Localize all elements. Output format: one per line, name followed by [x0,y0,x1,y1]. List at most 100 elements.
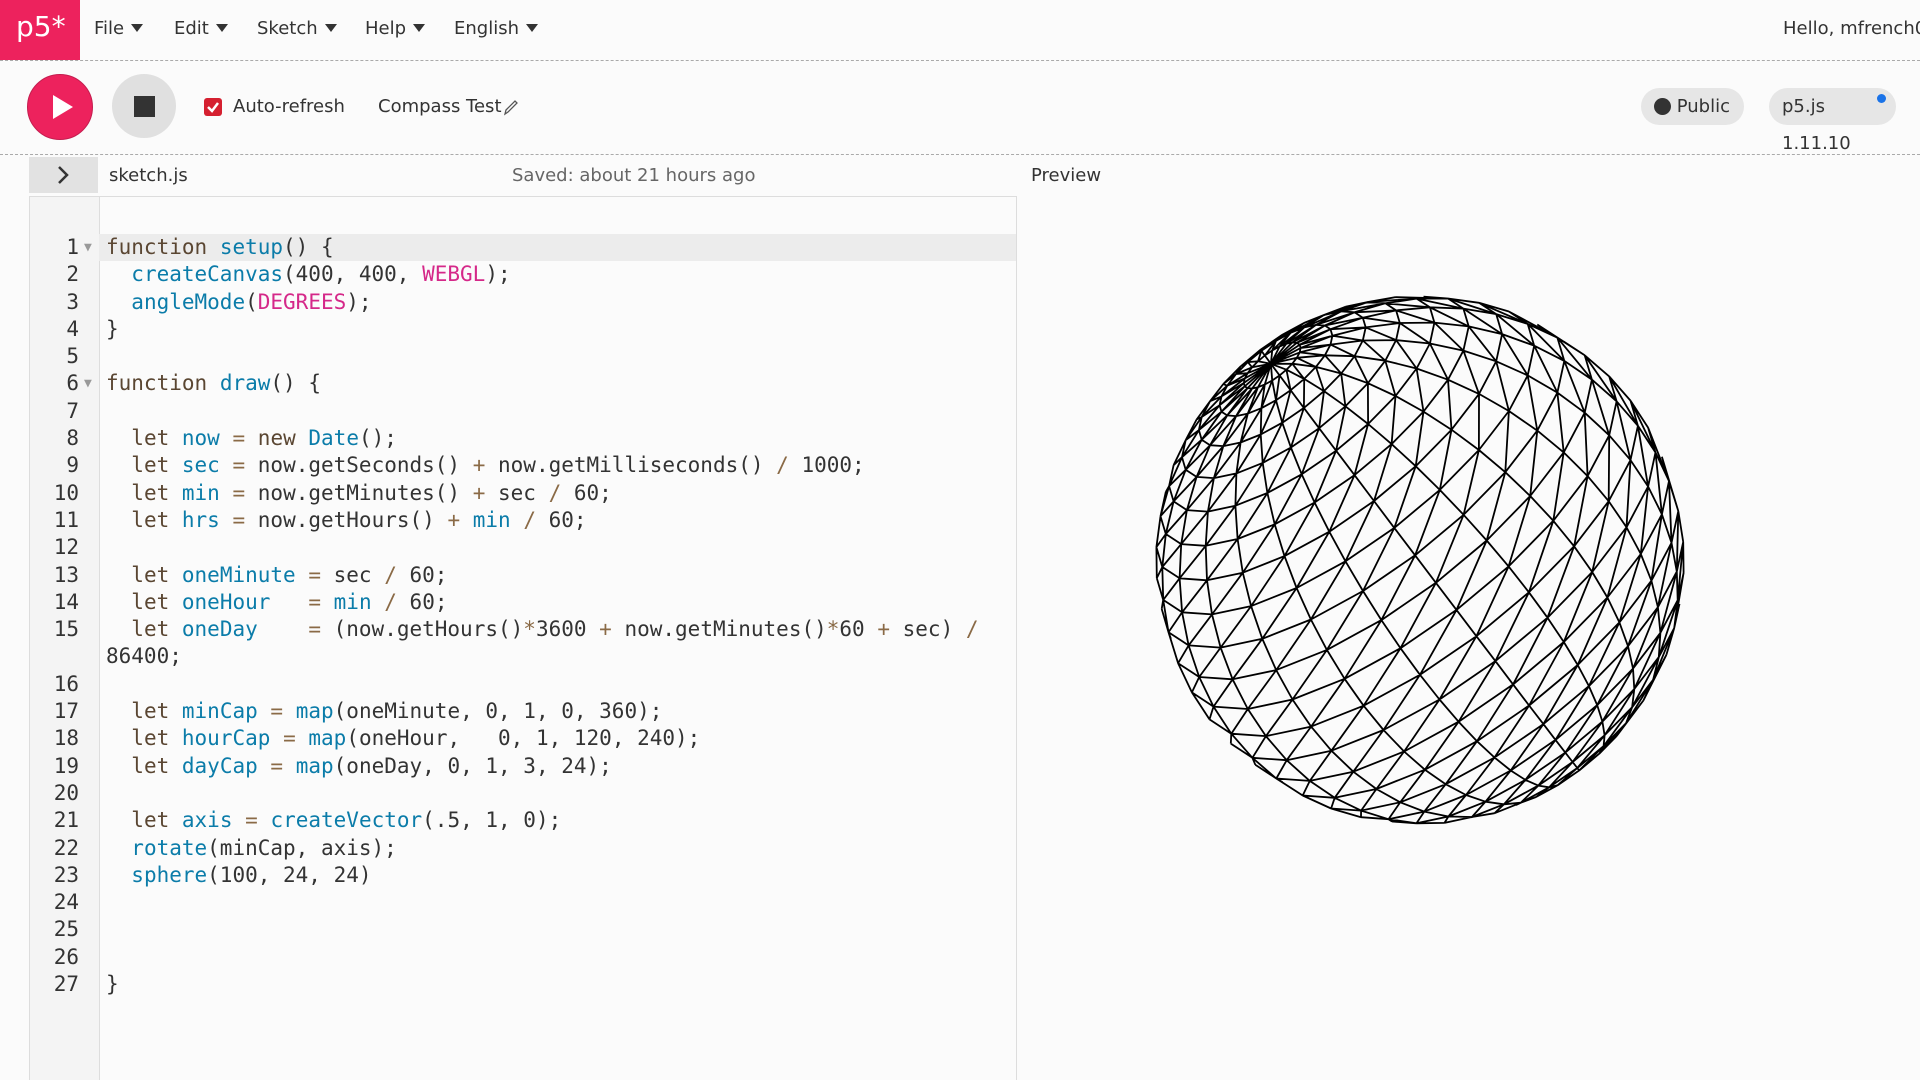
greeting[interactable]: Hello, mfrench0 [1783,18,1920,39]
code-line: 13 let oneMinute = sec / 60; [54,562,1017,589]
line-number: 22 [53,835,79,860]
code-token: axis [181,808,233,833]
code-token: = [245,808,258,833]
sketch-name[interactable]: Compass Test [378,96,502,117]
code-token: hrs [181,507,220,532]
line-number: 16 [53,671,79,696]
code-token [270,726,283,750]
code-token: = [283,726,296,751]
code-token: new [257,426,296,451]
line-text: angleMode(DEGREES); [106,289,1006,316]
code-token [169,563,182,587]
code-token: = [270,753,284,778]
stop-button[interactable] [112,74,176,138]
menu-item[interactable]: Edit [174,18,228,39]
line-text: } [106,316,1006,343]
menu-item[interactable]: File [94,18,143,39]
code-token: minCap [181,699,258,724]
line-number: 1 [66,235,79,259]
divider [0,154,1920,155]
file-name[interactable]: sketch.js [109,165,188,186]
code-token: sphere [131,862,208,887]
code-line: 8 let now = new Date(); [66,425,1017,452]
code-line: 24 [54,889,1017,916]
code-token: (minCap, axis); [207,835,397,860]
code-token [106,590,131,614]
line-number: 26 [53,944,79,969]
code-token: = [308,589,321,614]
menu-item[interactable]: Help [365,18,425,39]
code-token: = [232,507,246,532]
code-token [169,453,182,477]
code-line: 14 let oneHour = min / 60; [54,589,1017,616]
line-number: 23 [53,862,79,887]
code-token: oneMinute [181,562,296,587]
globe-icon [1654,98,1671,115]
code-token [106,426,131,450]
line-number: 13 [53,562,79,587]
line-number: 6 [66,371,79,396]
code-line: 23 sphere(100, 24, 24) [54,862,1017,889]
code-token [296,426,309,450]
code-token [106,617,131,641]
code-token: WEBGL [422,262,486,287]
line-text: let sec = now.getSeconds() + now.getMill… [106,452,1006,479]
code-token: oneHour [181,589,271,614]
code-token: function [106,371,208,396]
menu-item[interactable]: English [454,18,538,39]
code-token: + [472,453,486,478]
code-line: 18 let hourCap = map(oneHour, 0, 1, 120,… [54,725,1017,752]
line-number: 27 [53,972,79,997]
code-token: setup [219,235,284,259]
code-token: 60; [396,562,448,587]
code-token: now.getHours() [245,507,448,532]
edit-icon[interactable] [503,98,519,116]
play-button[interactable] [27,74,93,140]
line-number: 14 [53,589,79,614]
version-pill[interactable]: p5.js 1.11.10 [1769,88,1896,154]
menu-item[interactable]: Sketch [257,18,337,39]
line-number: 8 [66,426,79,451]
code-line: 3 angleMode(DEGREES); [66,289,1017,316]
code-token: (400, 400, [283,262,423,287]
line-number: 20 [53,780,79,805]
editor[interactable] [29,196,1017,1080]
code-token: DEGREES [257,289,347,314]
code-token: ); [346,289,372,314]
code-token [169,808,182,832]
line-text: let oneDay = (now.getHours()*3600 + now.… [106,616,1006,671]
save-status: Saved: about 21 hours ago [512,165,756,186]
code-token [270,590,308,614]
code-token: + [877,617,890,642]
code-token: / [548,480,562,505]
visibility-pill[interactable]: Public [1641,88,1744,125]
logo[interactable]: p5* [0,0,80,60]
code-token: 60 [839,617,878,642]
code-token [296,726,309,750]
code-token: / [776,453,789,478]
code-token: 86400; [106,617,992,669]
code-token [106,262,131,286]
code-token: ); [485,262,511,287]
code-token: oneDay [181,617,258,642]
line-number: 21 [53,808,79,833]
code-token [106,808,131,832]
code-token: sec [321,562,385,587]
code-token: Date [308,426,359,451]
auto-refresh-label[interactable]: Auto-refresh [233,96,345,117]
code-token: sec) [890,617,966,642]
code-token: 1000; [788,453,865,478]
code-line: 20 [54,780,1017,807]
code-token: + [472,480,486,505]
line-number: 7 [66,398,79,423]
code-token [258,699,271,723]
line-number: 19 [53,753,79,778]
checkbox[interactable] [204,98,222,116]
code-token: let [131,726,170,751]
code-token [169,426,182,450]
sidebar-toggle[interactable] [29,157,98,193]
code-token: now.getMinutes() [611,617,827,642]
code-line: 25 [54,916,1017,943]
code-token: draw [219,371,271,396]
code-token: angleMode [131,289,246,314]
